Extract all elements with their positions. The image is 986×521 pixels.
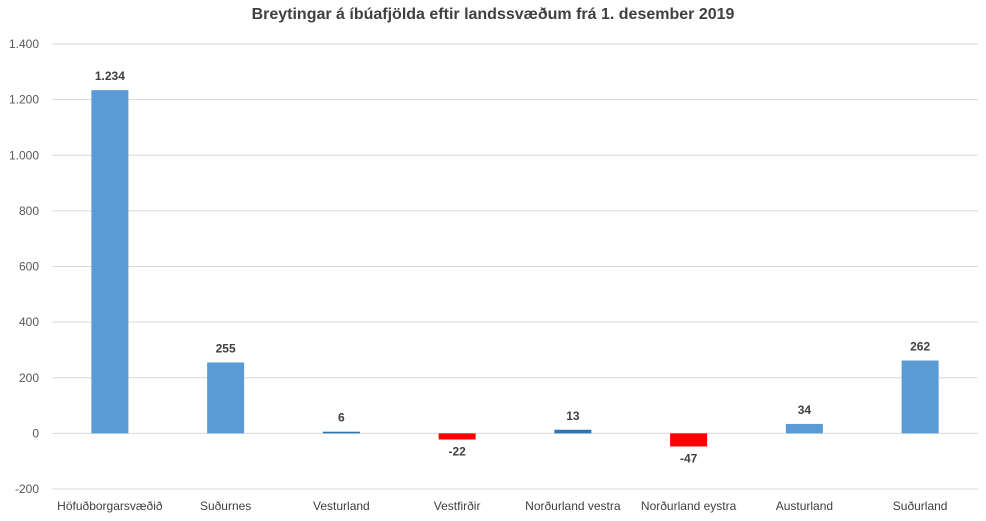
- data-label: 255: [216, 341, 236, 355]
- data-label: 1.234: [95, 69, 125, 83]
- bar: [554, 429, 592, 434]
- data-label: -22: [448, 444, 466, 458]
- bar: [207, 362, 245, 434]
- x-tick-label: Vesturland: [313, 499, 370, 513]
- y-tick-label: 0: [32, 426, 39, 440]
- bar: [670, 433, 708, 447]
- y-tick-label: 800: [19, 204, 39, 218]
- x-tick-label: Suðurland: [893, 499, 948, 513]
- bar: [438, 433, 476, 440]
- y-tick-label: 1.000: [9, 148, 39, 162]
- x-tick-label: Austurland: [776, 499, 833, 513]
- y-tick-label: 1.200: [9, 93, 39, 107]
- x-tick-label: Vestfirðir: [434, 499, 481, 513]
- x-tick-label: Suðurnes: [200, 499, 251, 513]
- bar: [785, 423, 823, 434]
- x-tick-label: Norðurland eystra: [641, 499, 737, 513]
- data-label: 6: [338, 411, 345, 425]
- y-tick-label: 1.400: [9, 37, 39, 51]
- y-tick-label: 200: [19, 371, 39, 385]
- y-tick-label: 600: [19, 260, 39, 274]
- chart-title: Breytingar á íbúafjölda eftir landssvæðu…: [251, 6, 735, 23]
- data-label: -47: [680, 451, 698, 465]
- data-label: 13: [566, 409, 580, 423]
- bar: [322, 431, 360, 434]
- y-tick-label: -200: [15, 482, 39, 496]
- data-label: 34: [798, 403, 812, 417]
- y-tick-label: 400: [19, 315, 39, 329]
- x-tick-label: Höfuðborgarsvæðið: [57, 499, 163, 513]
- bar: [901, 360, 939, 434]
- x-tick-label: Norðurland vestra: [525, 499, 621, 513]
- bar: [91, 90, 129, 434]
- data-label: 262: [910, 340, 930, 354]
